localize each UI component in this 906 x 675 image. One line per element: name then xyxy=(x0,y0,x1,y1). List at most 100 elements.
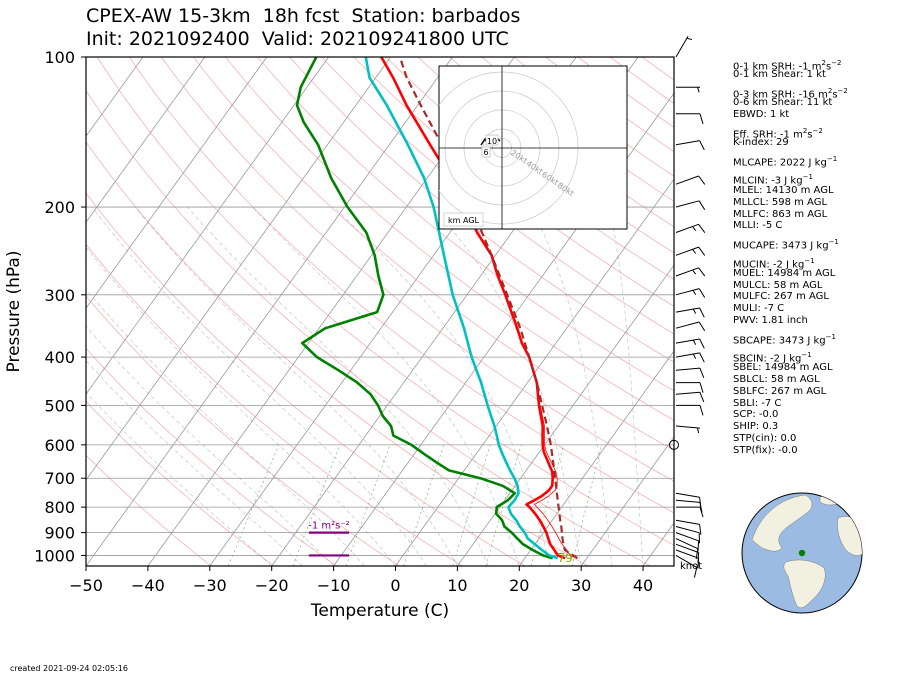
index-text: MLLCL: 598 m AGL xyxy=(733,197,828,208)
moist-adiabat xyxy=(333,206,551,566)
moist-adiabat xyxy=(86,246,396,566)
wind-barb xyxy=(675,543,700,564)
index-superscript: −2 xyxy=(837,87,848,95)
index-superscript: −1 xyxy=(804,257,815,265)
x-tick-label: 30 xyxy=(571,576,591,595)
wind-barb xyxy=(676,506,704,518)
index-line: MULFC: 267 m AGL xyxy=(733,291,829,303)
index-superscript: −1 xyxy=(828,238,839,246)
srh-bar-label: -1 m²s⁻² xyxy=(308,521,349,532)
y-tick-label: 600 xyxy=(44,436,75,455)
index-text: SBEL: 14984 m AGL xyxy=(733,362,833,373)
index-text: 0-3 km SRH: -16 m xyxy=(733,89,828,101)
dewpoint-line xyxy=(295,57,554,560)
plot-frame xyxy=(85,56,675,567)
mixing-ratio-line xyxy=(571,444,603,566)
y-tick-label: 500 xyxy=(44,396,75,415)
index-text: s xyxy=(832,89,838,101)
index-line: SBEL: 14984 m AGL xyxy=(733,362,833,374)
dry-adiabat xyxy=(353,57,674,307)
wind-barb xyxy=(675,367,705,378)
wind-barb-unit-label: knot xyxy=(680,561,702,572)
index-line: SBLCL: 58 m AGL xyxy=(733,374,820,386)
dry-adiabat xyxy=(86,141,588,566)
x-tick-label: −30 xyxy=(193,576,227,595)
wind-barb xyxy=(675,35,693,58)
wind-barb xyxy=(675,175,706,185)
x-tick-label: 10 xyxy=(447,576,467,595)
dry-adiabat xyxy=(385,57,674,280)
dry-adiabat xyxy=(160,57,674,482)
virtual_temperature-line xyxy=(534,405,578,559)
index-text: EBWD: 1 kt xyxy=(733,109,790,120)
index-line: SHIP: 0.3 xyxy=(733,421,778,433)
index-line: SBCAPE: 3473 J kg−1 xyxy=(733,331,836,347)
surface-marker-label: 79 xyxy=(557,551,572,565)
wind-barb xyxy=(676,404,704,416)
index-text: SBLI: -7 C xyxy=(733,398,782,409)
x-tick-label: −20 xyxy=(255,576,289,595)
index-text: MULFC: 267 m AGL xyxy=(733,291,829,302)
index-superscript: −2 xyxy=(812,127,823,135)
wind-barb xyxy=(675,288,706,298)
chart-subtitle: Init: 2021092400 Valid: 202109241800 UTC xyxy=(86,28,509,50)
dry-adiabat xyxy=(86,347,337,566)
mixing-ratio-line xyxy=(452,444,491,566)
index-superscript: −1 xyxy=(802,173,813,181)
y-tick-label: 400 xyxy=(44,348,75,367)
index-line: SCP: -0.0 xyxy=(733,409,778,421)
isotherm-gridline xyxy=(86,57,206,223)
index-line: Eff. SRH: -1 m2s−2 xyxy=(733,125,823,141)
isotherm-gridline xyxy=(580,436,674,566)
index-text: MLLI: -5 C xyxy=(733,220,783,231)
index-text: 0-1 km Shear: 1 kt xyxy=(733,69,826,80)
moist-adiabat xyxy=(432,206,582,566)
index-superscript: −2 xyxy=(831,59,842,67)
index-line: SBCIN: -2 J kg−1 xyxy=(733,349,812,365)
index-superscript: 2 xyxy=(827,87,833,95)
wind-barb xyxy=(676,382,704,393)
y-tick-label: 100 xyxy=(44,48,75,67)
south-america-landmass xyxy=(783,559,826,609)
moist-adiabat xyxy=(86,288,365,566)
index-text: K-index: 29 xyxy=(733,137,789,148)
index-line: MLLI: -5 C xyxy=(733,220,782,232)
x-tick-label: −40 xyxy=(131,576,165,595)
index-text: SBCIN: -2 J kg xyxy=(733,353,802,365)
hodograph-corner-label: km AGL xyxy=(448,216,480,225)
index-text: s xyxy=(807,129,813,141)
wind-barb xyxy=(675,519,702,535)
wind-barb xyxy=(675,246,706,256)
mixing-ratio-line xyxy=(345,444,391,566)
moist-adiabat xyxy=(609,206,644,566)
dry-adiabat xyxy=(289,57,674,363)
wind-barb xyxy=(675,267,706,277)
index-superscript: −1 xyxy=(826,155,838,163)
wind-barb xyxy=(675,492,702,508)
index-line: SBLFC: 267 m AGL xyxy=(733,386,826,398)
index-text: SCP: -0.0 xyxy=(733,409,779,420)
index-line: 0-6 km Shear: 11 kt xyxy=(733,97,832,109)
index-line: K-index: 29 xyxy=(733,137,789,149)
index-line: MLLFC: 863 m AGL xyxy=(733,209,827,221)
y-axis-label: Pressure (hPa) xyxy=(4,251,24,373)
index-text: MULI: -7 C xyxy=(733,303,785,314)
created-timestamp: created 2021-09-24 02:05:16 xyxy=(10,664,128,673)
dry-adiabat xyxy=(225,57,674,421)
index-superscript: −1 xyxy=(825,333,836,341)
wind-barb xyxy=(675,499,703,513)
temperature-line xyxy=(380,57,566,560)
index-line: MULI: -7 C xyxy=(733,303,784,315)
isotherm-gridline xyxy=(457,264,674,566)
y-tick-label: 900 xyxy=(44,524,75,543)
wind-barb xyxy=(675,391,705,403)
dry-adiabat xyxy=(193,57,674,451)
mixing-ratio-line xyxy=(403,444,445,566)
wind-barb xyxy=(675,338,705,349)
north-america-landmass xyxy=(751,494,813,552)
dry-adiabat xyxy=(257,57,674,392)
moist-adiabat xyxy=(252,206,520,566)
chart-title: CPEX-AW 15-3km 18h fcst Station: barbado… xyxy=(86,5,521,27)
moist-adiabat xyxy=(530,206,613,566)
index-superscript: 2 xyxy=(821,59,826,67)
